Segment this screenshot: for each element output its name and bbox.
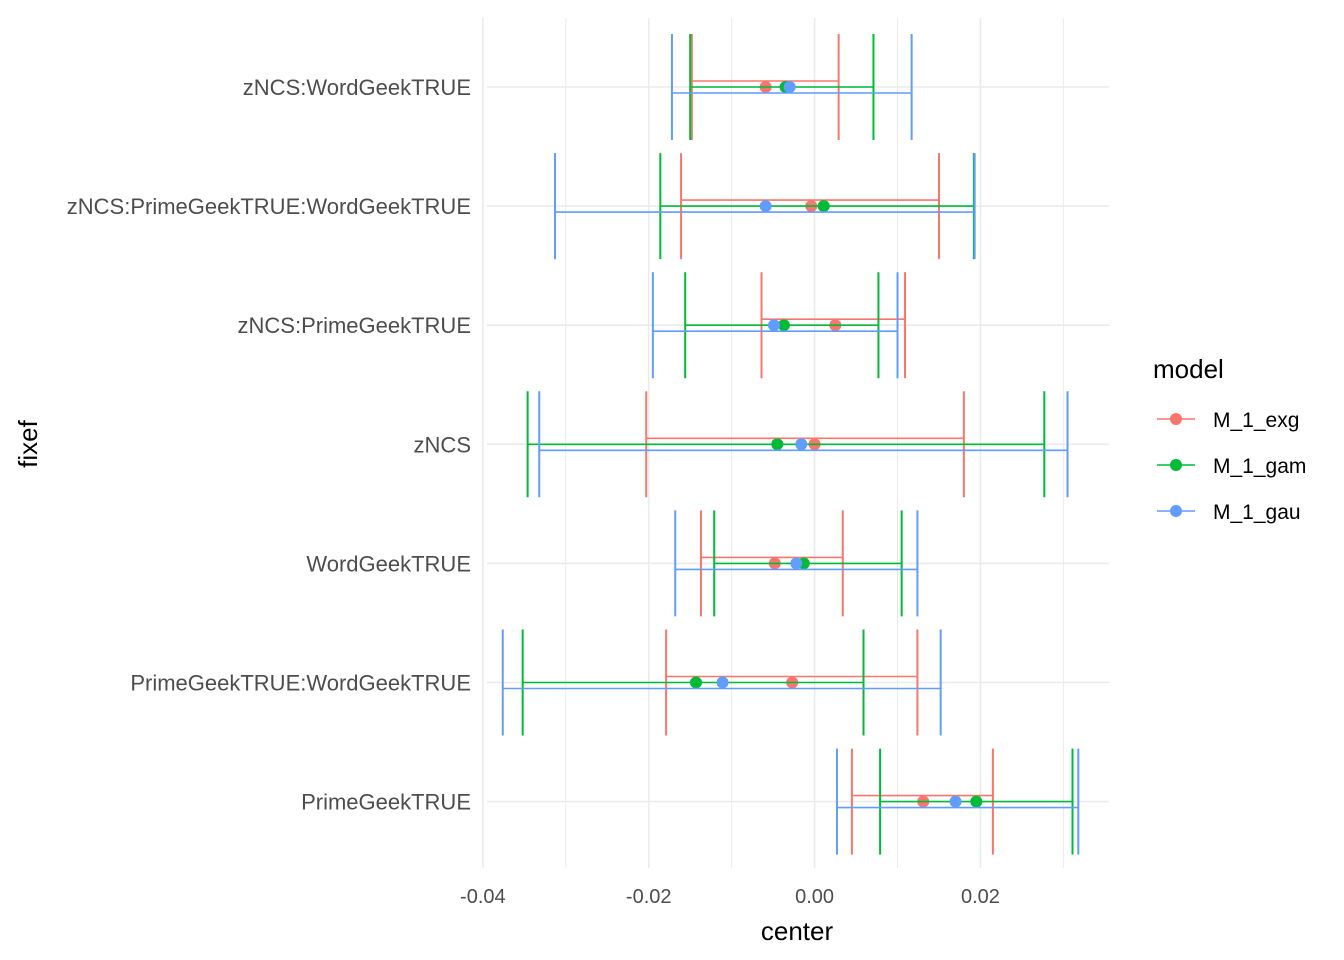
legend-item: M_1_gau (1157, 501, 1301, 524)
point-center (771, 438, 784, 451)
legend-title: model (1153, 354, 1224, 384)
point-center (949, 795, 962, 808)
x-tick-label: 0.00 (795, 886, 834, 908)
x-tick-label: -0.04 (460, 886, 506, 908)
legend-key-point (1170, 459, 1182, 471)
x-axis-title: center (761, 916, 834, 946)
legend-label: M_1_gam (1213, 455, 1306, 478)
y-tick-label: PrimeGeekTRUE (301, 790, 471, 815)
legend-label: M_1_exg (1213, 409, 1299, 432)
legend-label: M_1_gau (1213, 501, 1301, 524)
y-axis-title: fixef (13, 419, 43, 467)
y-axis-ticks: zNCS:WordGeekTRUE zNCS:PrimeGeekTRUE:Word… (67, 75, 471, 815)
legend-item: M_1_exg (1157, 409, 1299, 432)
y-tick-label: PrimeGeekTRUE:WordGeekTRUE (130, 671, 471, 696)
point-center (689, 676, 702, 689)
series-M_1_gau (501, 34, 1080, 855)
legend-key-point (1170, 413, 1182, 425)
legend-item: M_1_gam (1157, 455, 1306, 478)
point-center (759, 200, 772, 213)
point-center (795, 438, 808, 451)
y-tick-label: zNCS:WordGeekTRUE (243, 75, 471, 100)
point-center (970, 795, 983, 808)
series-M_1_gam (521, 34, 1074, 855)
x-axis-ticks: -0.04 -0.02 0.00 0.02 (460, 886, 1000, 908)
legend: model M_1_exg M_1_gam M_1_gau (1153, 354, 1306, 524)
point-center (790, 557, 803, 570)
point-center (716, 676, 729, 689)
series-layer (501, 34, 1080, 855)
point-center (783, 81, 796, 93)
y-tick-label: WordGeekTRUE (306, 551, 471, 576)
y-tick-label: zNCS:PrimeGeekTRUE (238, 313, 471, 338)
point-center (767, 319, 780, 332)
x-tick-label: 0.02 (961, 886, 1000, 908)
y-tick-label: zNCS:PrimeGeekTRUE:WordGeekTRUE (67, 194, 471, 219)
legend-key-point (1170, 505, 1182, 517)
point-center (777, 319, 790, 332)
x-tick-label: -0.02 (626, 886, 672, 908)
legend-items: M_1_exg M_1_gam M_1_gau (1157, 409, 1306, 524)
y-tick-label: zNCS (414, 432, 471, 457)
point-center (817, 200, 830, 213)
